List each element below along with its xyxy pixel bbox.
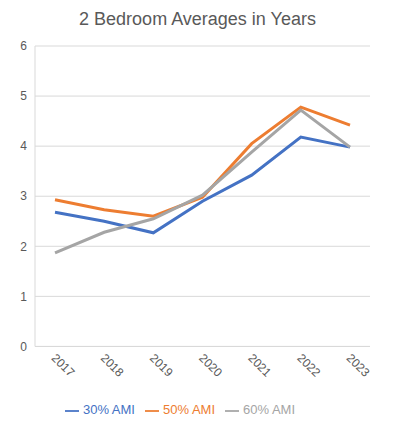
svg-text:2019: 2019 <box>147 351 176 380</box>
svg-text:0: 0 <box>20 340 27 354</box>
html-text:2 Bedroom Averages in Years: 2 Bedroom Averages in Years <box>79 9 316 29</box>
svg-text:2: 2 <box>20 240 27 254</box>
svg-text:2022: 2022 <box>294 351 323 380</box>
svg-text:1: 1 <box>20 290 27 304</box>
html-text:60% AMI: 60% AMI <box>243 402 295 418</box>
html-text:30% AMI: 30% AMI <box>83 402 135 418</box>
svg-text:5: 5 <box>20 89 27 103</box>
html-text:50% AMI: 50% AMI <box>163 402 215 418</box>
svg-text:2020: 2020 <box>196 351 225 380</box>
svg-text:3: 3 <box>20 189 27 203</box>
svg-text:6: 6 <box>20 39 27 53</box>
svg-text:2021: 2021 <box>245 351 274 380</box>
svg-text:2017: 2017 <box>49 351 78 380</box>
svg-text:4: 4 <box>20 139 27 153</box>
svg-text:2018: 2018 <box>98 351 127 380</box>
svg-text:2023: 2023 <box>344 351 373 380</box>
